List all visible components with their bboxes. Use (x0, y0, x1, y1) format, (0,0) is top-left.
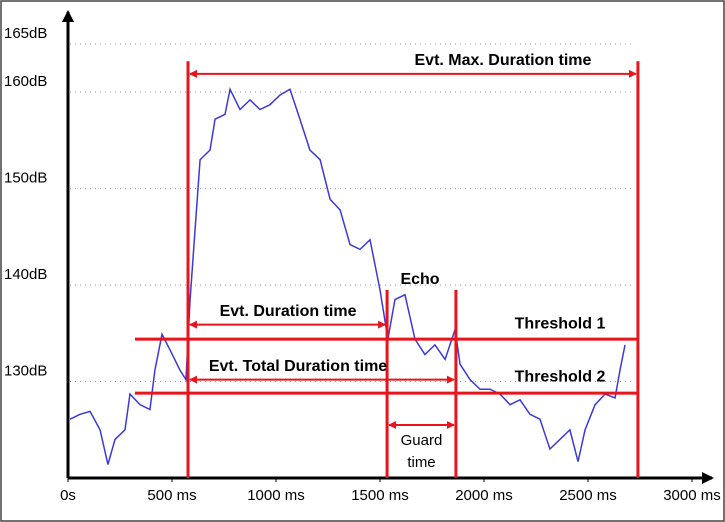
x-tick-label: 0s (60, 487, 76, 504)
y-tick-label: 160dB (4, 73, 47, 90)
span-label: Evt. Total Duration time (209, 358, 387, 375)
span-label: Guard (401, 432, 443, 449)
echo-label: Echo (400, 271, 439, 288)
y-tick-label: 140dB (4, 266, 47, 283)
threshold-label: Threshold 2 (515, 368, 606, 385)
y-tick-label: 130dB (4, 363, 47, 380)
span-label: Evt. Max. Duration time (415, 52, 592, 69)
y-tick-label: 165dB (4, 25, 47, 42)
threshold-label: Threshold 1 (515, 315, 606, 332)
span-label: Evt. Duration time (220, 303, 357, 320)
y-tick-label: 150dB (4, 170, 47, 187)
x-tick-label: 2000 ms (455, 487, 513, 504)
data-line (69, 86, 626, 465)
x-tick-label: 2500 ms (559, 487, 617, 504)
span-label: time (407, 454, 435, 471)
x-tick-label: 1500 ms (351, 487, 409, 504)
x-tick-label: 3000 ms (663, 487, 721, 504)
x-tick-label: 1000 ms (247, 487, 305, 504)
x-tick-label: 500 ms (147, 487, 196, 504)
